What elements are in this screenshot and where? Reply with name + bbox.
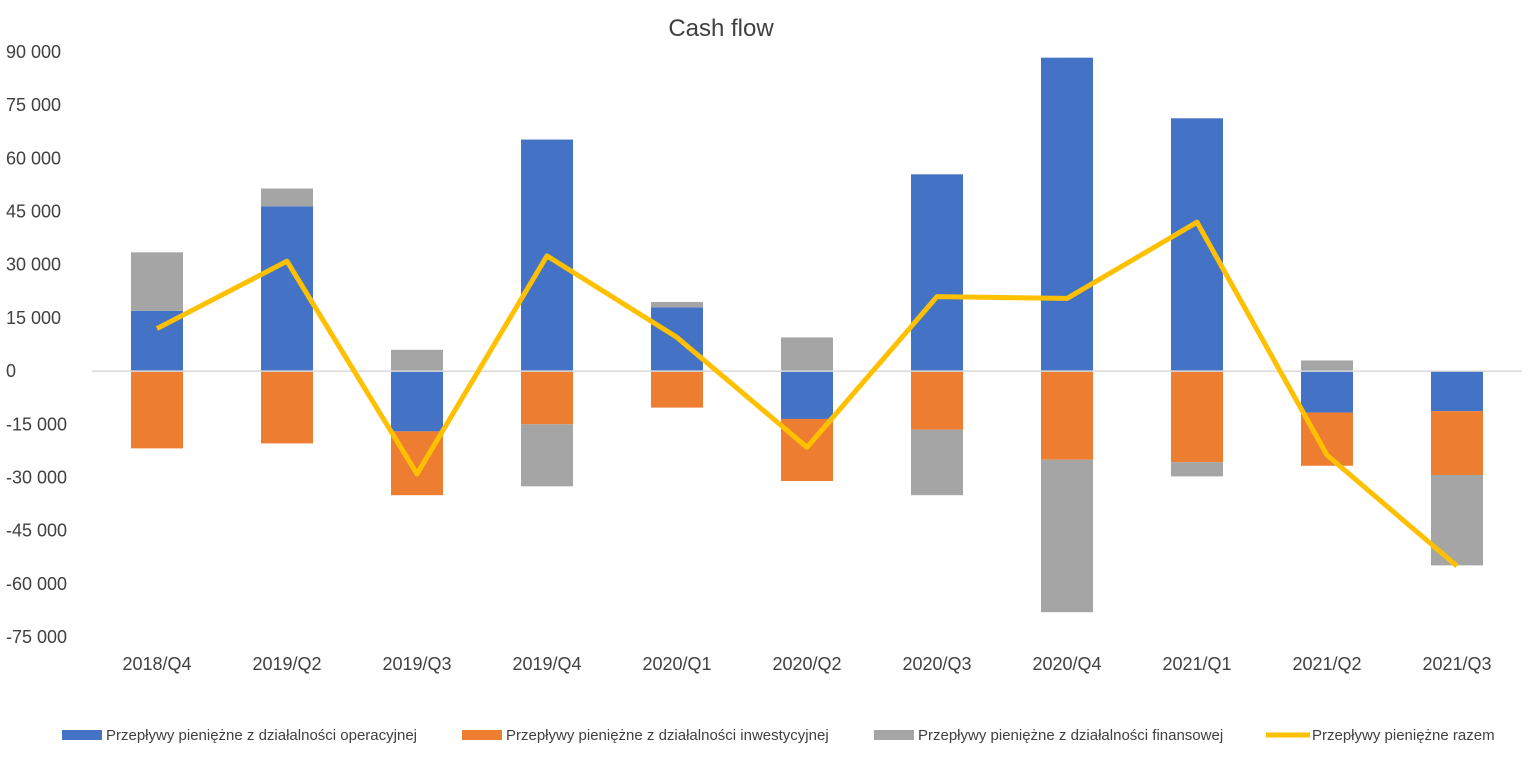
bar-series-3 [651, 301, 703, 308]
bar-series-2 [651, 371, 703, 408]
y-tick-label: -75 000 [6, 627, 67, 647]
x-tick-label: 2019/Q4 [512, 654, 581, 674]
y-tick-label: -15 000 [6, 414, 67, 434]
y-axis-ticks: 90 000 75 000 60 000 45 000 30 000 15 000 0 -15… [6, 42, 67, 647]
total-cash-flow-line [155, 219, 1459, 568]
legend-swatch [874, 730, 914, 740]
y-tick-label: 30 000 [6, 255, 61, 275]
bar-series-2 [1171, 371, 1223, 463]
y-tick-label: 0 [6, 361, 16, 381]
x-axis-ticks: 2018/Q4 2019/Q2 2019/Q3 2019/Q4 2020/Q1 2020/… [122, 654, 1491, 674]
bar-series-group [131, 57, 1483, 613]
x-tick-label: 2020/Q4 [1032, 654, 1101, 674]
bar-series-2 [261, 371, 313, 444]
y-tick-label: 90 000 [6, 42, 61, 62]
bar-series-1 [1301, 371, 1353, 413]
bar-series-2 [521, 371, 573, 425]
x-tick-label: 2019/Q2 [252, 654, 321, 674]
x-tick-label: 2018/Q4 [122, 654, 191, 674]
bar-series-1 [781, 371, 833, 419]
legend-label: Przepływy pieniężne z działalności finan… [918, 727, 1223, 744]
legend-label: Przepływy pieniężne z działalności opera… [106, 727, 417, 744]
bar-series-3 [781, 337, 833, 372]
x-tick-label: 2019/Q3 [382, 654, 451, 674]
bar-series-2 [911, 371, 963, 430]
bar-series-3 [911, 429, 963, 496]
bar-series-3 [391, 349, 443, 372]
x-tick-label: 2020/Q3 [902, 654, 971, 674]
bar-series-3 [1171, 462, 1223, 477]
y-tick-label: 15 000 [6, 308, 61, 328]
x-tick-label: 2020/Q2 [772, 654, 841, 674]
legend-label: Przepływy pieniężne razem [1312, 727, 1495, 744]
bar-series-3 [521, 424, 573, 487]
y-tick-label: -45 000 [6, 521, 67, 541]
legend-swatch [462, 730, 502, 740]
bar-series-1 [1041, 57, 1093, 372]
bar-series-3 [1301, 360, 1353, 372]
y-tick-label: 75 000 [6, 95, 61, 115]
legend: Przepływy pieniężne z działalności opera… [62, 727, 1495, 744]
bar-series-2 [131, 371, 183, 449]
legend-swatch [62, 730, 102, 740]
x-tick-label: 2021/Q1 [1162, 654, 1231, 674]
bar-series-1 [911, 174, 963, 372]
x-tick-label: 2021/Q2 [1292, 654, 1361, 674]
y-tick-label: 60 000 [6, 148, 61, 168]
bar-series-3 [1041, 459, 1093, 613]
x-tick-label: 2020/Q1 [642, 654, 711, 674]
bar-series-3 [131, 252, 183, 311]
y-tick-label: -30 000 [6, 467, 67, 487]
bar-series-1 [1171, 118, 1223, 372]
y-tick-label: 45 000 [6, 202, 61, 222]
legend-label: Przepływy pieniężne z działalności inwes… [506, 727, 829, 744]
bar-series-1 [391, 371, 443, 432]
bar-series-2 [1041, 371, 1093, 460]
y-tick-label: -60 000 [6, 574, 67, 594]
bar-series-1 [1431, 371, 1483, 412]
bar-series-3 [261, 188, 313, 207]
chart-title: Cash flow [668, 15, 774, 42]
bar-series-2 [1431, 411, 1483, 475]
x-tick-label: 2021/Q3 [1422, 654, 1491, 674]
